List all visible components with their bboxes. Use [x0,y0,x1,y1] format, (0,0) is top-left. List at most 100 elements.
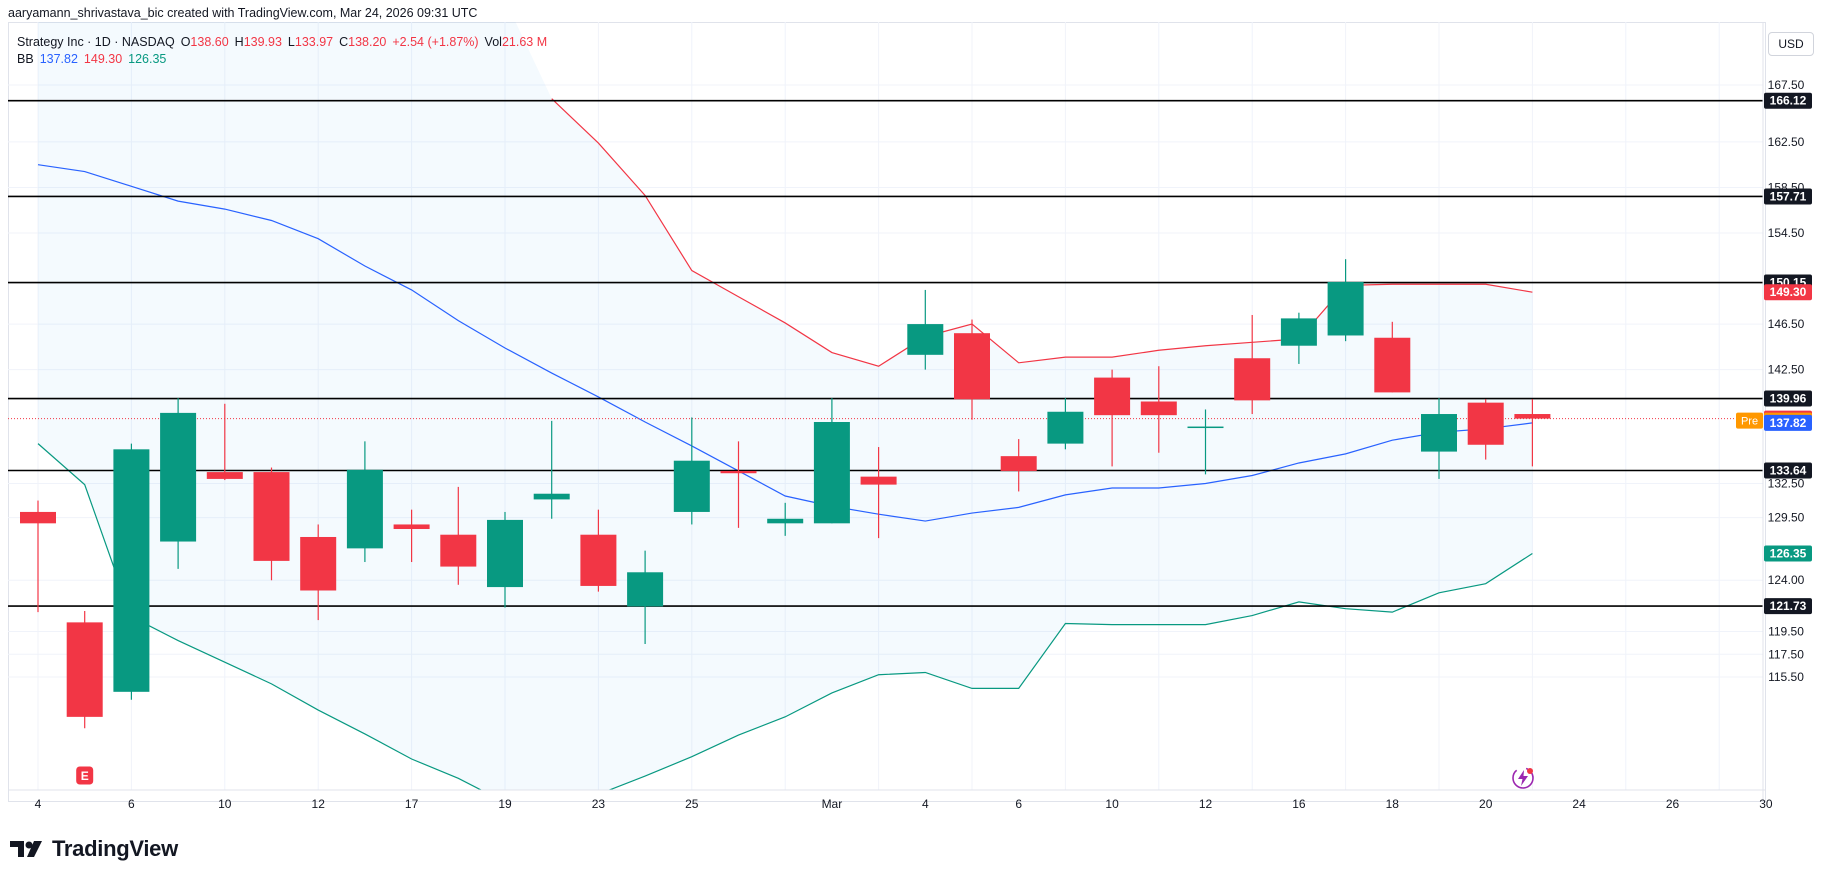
candle [253,467,290,581]
candle-body [440,534,477,567]
candle-body [907,324,944,355]
candle-body [1094,377,1131,416]
price-label-hline [1764,390,1812,407]
x-tick-label: 12 [1199,797,1213,811]
price-label-text: 149.30 [1770,285,1807,299]
volume-value: 21.63 M [501,35,548,49]
candle-body [346,469,383,549]
volume-label: Vol [484,35,502,49]
candle [1327,259,1364,342]
candle [487,511,523,608]
candle [1421,398,1457,479]
x-tick-label: 23 [592,797,606,811]
candle-body [1514,414,1551,419]
price-label-bb_mid [1764,414,1812,431]
candle [20,500,56,613]
candle-body [1421,414,1457,452]
earnings-marker-label: E [81,769,89,783]
price-label-bb_upper [1764,284,1812,301]
candle [393,509,430,563]
chart-attribution: aaryamann_shrivastava_bic created with T… [8,6,478,20]
candle [627,550,664,645]
candle-body [160,412,197,542]
symbol-label[interactable]: Strategy Inc · 1D · NASDAQ [17,35,175,49]
candle-body [300,536,337,591]
open-value: 138.60 [190,35,229,49]
tradingview-logo[interactable]: TradingView [10,836,178,862]
bb-label[interactable]: BB [17,52,34,66]
high-value: 139.93 [243,35,282,49]
tradingview-logo-icon [10,841,42,857]
candle [1280,312,1317,364]
candle [1374,321,1411,393]
close-label: C [339,35,349,49]
tradingview-wordmark: TradingView [52,836,178,861]
y-tick-label: 132.50 [1768,476,1805,490]
candle [1514,399,1551,467]
price-label-hline [1764,598,1812,615]
ohlc-row: Strategy Inc · 1D · NASDAQ O138.60 H139.… [17,34,547,51]
low-value: 133.97 [294,35,334,49]
x-tick-label: Mar [822,797,843,811]
y-tick-label: 142.50 [1768,363,1805,377]
candle [1234,314,1271,415]
x-tick-label: 6 [128,797,135,811]
open-label: O [180,35,191,49]
candle-body [767,518,804,524]
x-tick-label: 17 [405,797,419,811]
bb-lower-value: 126.35 [128,52,167,66]
y-tick-label: 115.50 [1768,670,1804,684]
candle [1000,439,1037,492]
pre-market-tag [1736,412,1763,429]
bb-mid-line [37,164,1533,522]
candle [580,509,617,592]
price-label-hline [1764,188,1812,205]
chart-legend: Strategy Inc · 1D · NASDAQ O138.60 H139.… [17,34,547,68]
candle-body [206,472,243,479]
x-tick-label: 30 [1759,797,1773,811]
candle [1094,369,1131,467]
earnings-marker [75,765,95,786]
candle-body [1187,426,1224,429]
candle-body [1234,358,1271,401]
candle-body [673,460,710,512]
x-tick-label: 24 [1572,797,1586,811]
candle-body [954,333,990,400]
candle [860,447,897,539]
candle-body [627,572,664,607]
candle [767,502,804,536]
y-tick-label: 162.50 [1768,135,1805,149]
candle [160,398,197,569]
bb-upper-value: 149.30 [83,52,123,66]
y-tick-label: 167.50 [1768,78,1805,92]
price-label-text: 166.12 [1770,94,1807,108]
low-label: L [287,35,295,49]
candle-body [393,524,430,530]
high-label: H [234,35,244,49]
y-tick-label: 124.00 [1768,573,1805,587]
lightning-icon[interactable] [1510,765,1536,791]
price-label-text: 126.35 [1770,546,1807,560]
price-label-text: 121.73 [1770,599,1807,613]
currency-button[interactable]: USD [1768,32,1814,56]
candle [66,610,103,729]
x-tick-label: 4 [35,797,42,811]
price-label-hline [1764,462,1812,479]
x-tick-label: 12 [312,797,326,811]
price-label-bb_lower [1764,545,1812,562]
candle [440,486,477,585]
candle-body [1000,456,1037,471]
candle-body [813,421,850,524]
plot-area [8,22,1763,790]
candle [300,524,337,621]
x-tick-label: 16 [1292,797,1306,811]
x-tick-label: 10 [1105,797,1119,811]
x-tick-label: 10 [218,797,232,811]
candle [673,417,710,525]
candle [346,441,383,563]
x-tick-label: 19 [498,797,512,811]
close-value: 138.20 [348,35,387,49]
bb-upper-line [551,98,1533,367]
price-label-text: 137.82 [1770,416,1807,430]
